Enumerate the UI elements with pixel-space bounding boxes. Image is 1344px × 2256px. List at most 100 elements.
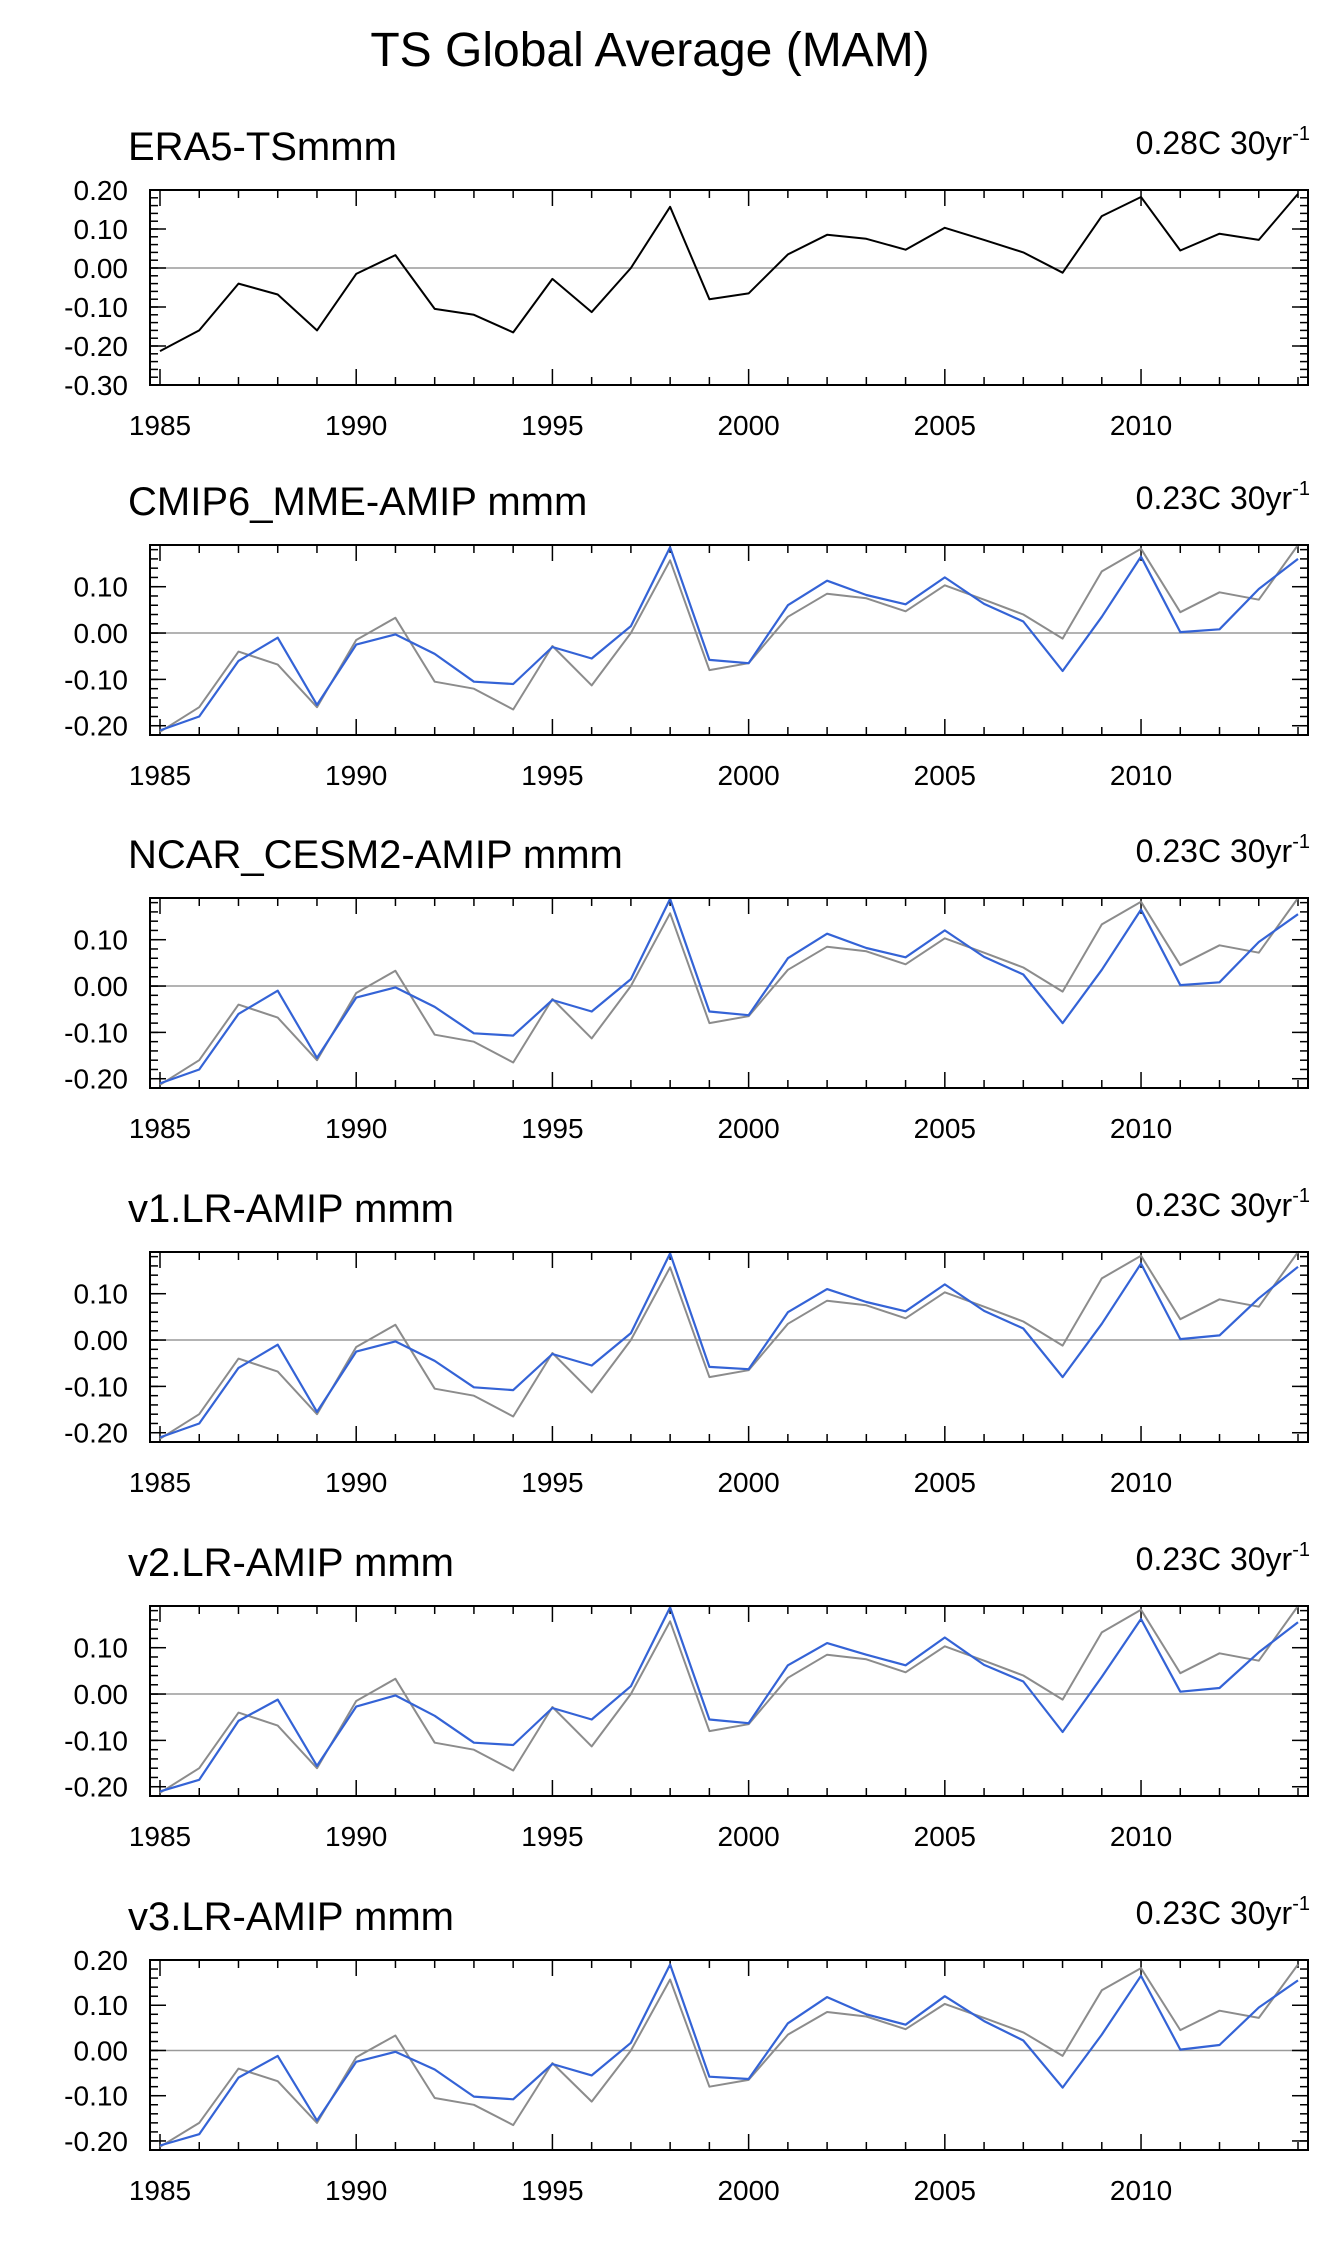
- series-line-era5: [159, 1963, 1299, 2148]
- x-tick-label: 2005: [914, 1467, 976, 1498]
- trend-superscript: -1: [1292, 478, 1310, 500]
- series-line-era5: [159, 897, 1299, 1086]
- y-tick-label: -0.10: [64, 1017, 128, 1048]
- y-tick-label: 0.00: [74, 1325, 129, 1356]
- x-tick-label: 1990: [325, 410, 387, 441]
- x-tick-label: 1985: [129, 2175, 191, 2206]
- trend-value: 0.28C 30yr: [1136, 125, 1293, 161]
- y-tick-label: -0.20: [64, 1064, 128, 1095]
- x-tick-label: 1995: [521, 760, 583, 791]
- trend-value: 0.23C 30yr: [1136, 1895, 1293, 1931]
- trend-superscript: -1: [1292, 1185, 1310, 1207]
- x-tick-label: 2005: [914, 2175, 976, 2206]
- x-tick-label: 1985: [129, 1467, 191, 1498]
- y-tick-label: -0.20: [64, 331, 128, 362]
- series-line-v1-lr-amip: [159, 1252, 1299, 1439]
- y-tick-label: 0.00: [74, 1679, 129, 1710]
- y-tick-label: -0.10: [64, 2081, 128, 2112]
- x-tick-label: 2000: [717, 760, 779, 791]
- x-tick-label: 2010: [1110, 2175, 1172, 2206]
- y-tick-label: 0.00: [74, 253, 129, 284]
- x-tick-label: 1995: [521, 1113, 583, 1144]
- x-tick-label: 1990: [325, 760, 387, 791]
- x-tick-label: 1985: [129, 1821, 191, 1852]
- y-tick-label: -0.30: [64, 370, 128, 401]
- trend-label: 0.23C 30yr-1: [1136, 1185, 1310, 1223]
- plot-frame: [149, 1251, 1309, 1443]
- x-tick-label: 2010: [1110, 1467, 1172, 1498]
- x-tick-label: 1990: [325, 1113, 387, 1144]
- x-tick-label: 2005: [914, 1821, 976, 1852]
- panel-title: ERA5-TSmmm: [128, 125, 397, 169]
- x-tick-label: 2005: [914, 1113, 976, 1144]
- x-tick-label: 1990: [325, 1467, 387, 1498]
- plot-frame: [149, 189, 1309, 386]
- x-tick-label: 1985: [129, 410, 191, 441]
- trend-superscript: -1: [1292, 831, 1310, 853]
- trend-value: 0.23C 30yr: [1136, 1541, 1293, 1577]
- trend-label: 0.23C 30yr-1: [1136, 1893, 1310, 1931]
- y-tick-label: 0.10: [74, 572, 129, 603]
- y-tick-label: -0.10: [64, 292, 128, 323]
- figure-title: TS Global Average (MAM): [370, 24, 929, 77]
- plot-frame: [149, 1959, 1309, 2151]
- y-tick-label: 0.00: [74, 971, 129, 1002]
- y-tick-label: 0.20: [74, 1945, 129, 1976]
- panel-4: v1.LR-AMIP mmm 0.23C 30yr-1 0.10 0.00 -0.10 -…: [64, 1185, 1310, 1498]
- panel-title: CMIP6_MME-AMIP mmm: [128, 480, 587, 524]
- y-tick-label: 0.10: [74, 1633, 129, 1664]
- panels: ERA5-TSmmm 0.28C 30yr-10.200.100.00-0.10-…: [64, 123, 1310, 2206]
- trend-label: 0.28C 30yr-1: [1136, 123, 1310, 161]
- y-tick-label: -0.10: [64, 1371, 128, 1402]
- x-tick-label: 2010: [1110, 1113, 1172, 1144]
- panel-title: NCAR_CESM2-AMIP mmm: [128, 833, 623, 877]
- y-tick-label: 0.10: [74, 1990, 129, 2021]
- panel-6: v3.LR-AMIP mmm 0.23C 30yr-1 0.20 0.10 0.00 -0…: [64, 1893, 1310, 2206]
- y-tick-label: 0.20: [74, 175, 129, 206]
- series-line-era5: [159, 193, 1299, 352]
- x-tick-label: 1990: [325, 1821, 387, 1852]
- plot-frame: [149, 1605, 1309, 1797]
- panel-5: v2.LR-AMIP mmm 0.23C 30yr-1 0.10 0.00 -0.10 -…: [64, 1539, 1310, 1852]
- panel-title: v1.LR-AMIP mmm: [128, 1187, 454, 1231]
- x-tick-label: 1990: [325, 2175, 387, 2206]
- x-tick-label: 2000: [717, 2175, 779, 2206]
- trend-superscript: -1: [1292, 123, 1310, 145]
- y-tick-label: -0.20: [64, 711, 128, 742]
- y-tick-label: 0.10: [74, 1279, 129, 1310]
- trend-label: 0.23C 30yr-1: [1136, 478, 1310, 516]
- panel-3: NCAR_CESM2-AMIP mmm 0.23C 30yr-1 0.10 0.00 -…: [64, 831, 1310, 1144]
- y-tick-label: 0.10: [74, 925, 129, 956]
- panel-title: v3.LR-AMIP mmm: [128, 1895, 454, 1939]
- x-tick-label: 2000: [717, 1467, 779, 1498]
- x-tick-label: 1985: [129, 760, 191, 791]
- series-line-era5: [159, 1251, 1299, 1440]
- plot-frame: [149, 544, 1309, 736]
- series-line-v3-lr-amip: [159, 1963, 1299, 2147]
- trend-label: 0.23C 30yr-1: [1136, 1539, 1310, 1577]
- x-tick-label: 1985: [129, 1113, 191, 1144]
- series-line-era5: [159, 544, 1299, 733]
- x-tick-label: 2010: [1110, 760, 1172, 791]
- x-tick-label: 2005: [914, 410, 976, 441]
- series-line-cmip6-mme-amip: [159, 546, 1299, 732]
- trend-value: 0.23C 30yr: [1136, 1187, 1293, 1223]
- panel-1: ERA5-TSmmm 0.28C 30yr-1 0.20 0.10 0.00 -0.10 -…: [64, 123, 1310, 441]
- y-tick-label: -0.10: [64, 1725, 128, 1756]
- trend-superscript: -1: [1292, 1539, 1310, 1561]
- panel-2: CMIP6_MME-AMIP mmm 0.23C 30yr-1 0.10 0.00 -0…: [64, 478, 1310, 791]
- series-line-v2-lr-amip: [159, 1606, 1299, 1793]
- x-tick-label: 2005: [914, 760, 976, 791]
- trend-value: 0.23C 30yr: [1136, 833, 1293, 869]
- trend-value: 0.23C 30yr: [1136, 480, 1293, 516]
- trend-label: 0.23C 30yr-1: [1136, 831, 1310, 869]
- x-tick-label: 2000: [717, 1113, 779, 1144]
- x-tick-label: 2000: [717, 1821, 779, 1852]
- x-tick-label: 1995: [521, 2175, 583, 2206]
- series-line-era5: [159, 1605, 1299, 1794]
- plot-frame: [149, 897, 1309, 1089]
- y-tick-label: -0.20: [64, 1418, 128, 1449]
- panel-title: v2.LR-AMIP mmm: [128, 1541, 454, 1585]
- x-tick-label: 2010: [1110, 410, 1172, 441]
